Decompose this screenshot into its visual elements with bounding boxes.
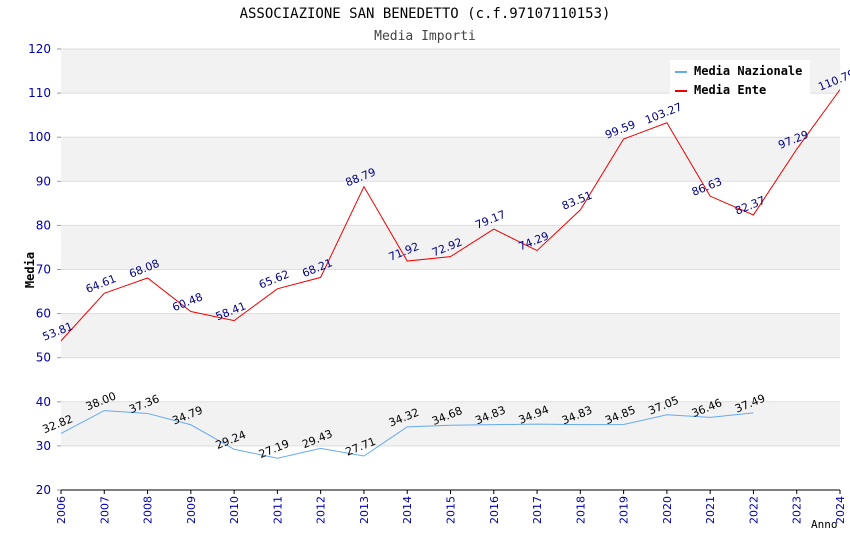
y-tick-label: 70	[36, 263, 51, 277]
grid-lines	[61, 48, 840, 491]
y-tick-label: 100	[28, 130, 51, 144]
data-label-ente: 103.27	[643, 100, 684, 126]
x-tick-label: 2008	[142, 496, 155, 524]
legend: Media Nazionale Media Ente	[670, 60, 810, 97]
y-tick-label: 30	[36, 439, 51, 453]
y-axis-label: Media	[23, 252, 37, 288]
x-tick-label: 2006	[55, 496, 68, 524]
chart-subtitle: Media Importi	[374, 29, 476, 44]
x-tick-label: 2022	[747, 496, 760, 524]
y-tick-label: 110	[28, 86, 51, 100]
x-tick-label: 2023	[791, 496, 804, 524]
x-tick-label: 2011	[271, 496, 284, 524]
x-tick-label: 2024	[834, 496, 847, 524]
y-tick-label: 20	[36, 483, 51, 497]
series-line-nazionale	[60, 410, 754, 459]
plot-band	[61, 313, 840, 358]
y-tick-label: 120	[28, 42, 51, 56]
data-label-ente: 65.62	[257, 268, 291, 292]
plot-band	[61, 225, 840, 270]
y-tick-label: 40	[36, 395, 51, 409]
y-tick-label: 80	[36, 218, 51, 232]
x-tick-label: 2018	[574, 496, 587, 524]
x-tick-label: 2020	[661, 496, 674, 524]
series-lines	[60, 89, 841, 459]
x-tick-label: 2019	[618, 496, 631, 524]
y-tick-label: 90	[36, 174, 51, 188]
x-tick-label: 2021	[704, 496, 717, 524]
plot-band	[61, 401, 840, 446]
data-label-ente: 83.51	[560, 189, 594, 213]
plot-bands	[61, 49, 840, 446]
y-axis-ticks: 20 30 40 50 60 70 80 90 100 110 120	[28, 42, 61, 497]
legend-label-ente: Media Ente	[694, 83, 766, 97]
x-tick-label: 2014	[401, 496, 414, 524]
legend-box	[670, 60, 810, 96]
chart-title: ASSOCIAZIONE SAN BENEDETTO (c.f.97107110…	[240, 6, 611, 22]
legend-label-nazionale: Media Nazionale	[694, 64, 802, 78]
x-tick-label: 2015	[445, 496, 458, 524]
y-tick-label: 60	[36, 307, 51, 321]
data-label-ente: 60.48	[170, 290, 204, 314]
x-tick-label: 2013	[358, 496, 371, 524]
x-tick-label: 2009	[185, 496, 198, 524]
series-line-ente	[60, 89, 841, 342]
x-tick-label: 2016	[488, 496, 501, 524]
x-tick-label: 2010	[228, 496, 241, 524]
x-tick-label: 2017	[531, 496, 544, 524]
data-label-ente: 64.61	[84, 272, 118, 296]
x-tick-label: 2007	[98, 496, 111, 524]
plot-band	[61, 137, 840, 182]
x-tick-label: 2012	[315, 496, 328, 524]
x-axis-ticks: 2006 2007 2008 2009 2010 2011 2012 2013 2014 2015…	[55, 490, 847, 524]
x-axis-label: Anno	[811, 518, 838, 531]
y-tick-label: 50	[36, 351, 51, 365]
